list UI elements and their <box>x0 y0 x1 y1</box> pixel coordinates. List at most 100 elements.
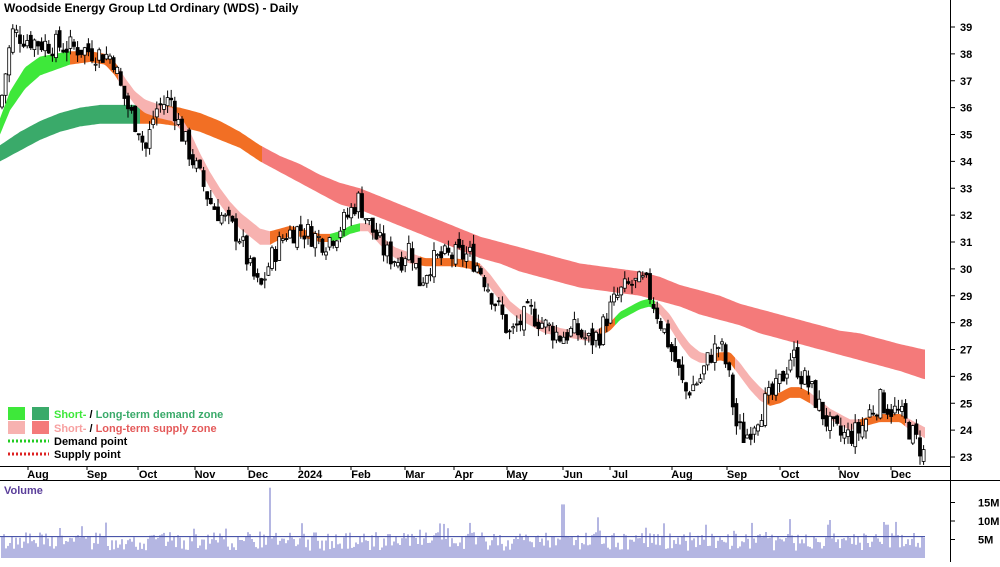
candle-body <box>619 286 624 296</box>
volume-bar <box>181 548 183 558</box>
volume-bar <box>757 535 759 558</box>
volume-bar <box>65 541 67 558</box>
volume-tick-label: 15M <box>978 498 999 510</box>
volume-bar <box>923 537 925 558</box>
candle-body <box>403 258 408 266</box>
volume-bar <box>825 537 827 558</box>
volume-bar <box>389 534 391 558</box>
volume-bar <box>707 546 709 558</box>
x-tick-label: Jun <box>563 469 583 481</box>
volume-bar <box>111 540 113 558</box>
volume-bar <box>301 523 303 558</box>
volume-bar <box>583 544 585 558</box>
volume-bar <box>517 539 519 558</box>
volume-bar <box>889 547 891 558</box>
volume-bar <box>555 545 557 558</box>
volume-bar <box>571 536 573 558</box>
x-tick-label: Aug <box>27 469 48 481</box>
legend: Short- / Long-term demand zone Short- / … <box>8 407 223 461</box>
volume-bar <box>647 547 649 558</box>
volume-bar <box>523 540 525 558</box>
legend-short-demand-swatch <box>8 407 25 420</box>
candle-body <box>144 142 148 149</box>
volume-bar <box>829 520 831 558</box>
volume-bar <box>683 534 685 558</box>
candle-body <box>342 211 346 230</box>
volume-bar <box>459 542 461 558</box>
volume-bar <box>743 542 745 558</box>
candle-body <box>486 289 490 292</box>
candle-body <box>378 232 382 237</box>
candle-body <box>835 415 840 424</box>
volume-bar <box>81 526 83 558</box>
candle-body <box>442 245 447 254</box>
candle-body <box>248 258 253 264</box>
candle-body <box>374 229 379 240</box>
volume-bar <box>403 533 405 558</box>
volume-bar <box>419 529 421 558</box>
candle-body <box>622 278 627 289</box>
legend-demand-zone: Short- / Long-term demand zone <box>54 409 223 421</box>
volume-bar <box>529 541 531 558</box>
volume-bar <box>755 542 757 558</box>
volume-bar <box>129 538 131 558</box>
volume-bar <box>27 543 29 558</box>
volume-bar <box>397 543 399 558</box>
volume-bar <box>817 542 819 558</box>
volume-bar <box>255 547 257 558</box>
volume-bar <box>617 542 619 558</box>
candle-body <box>25 40 30 47</box>
candle-body <box>853 422 858 448</box>
candle-body <box>781 370 786 382</box>
volume-bar <box>611 535 613 558</box>
candle-body <box>201 170 206 187</box>
volume-bar <box>115 540 117 558</box>
volume-bar <box>581 543 583 558</box>
candle-body <box>867 409 872 418</box>
volume-bar <box>155 539 157 558</box>
candle-body <box>122 85 127 99</box>
candlesticks <box>0 24 926 465</box>
volume-bar <box>489 545 491 558</box>
volume-bar <box>835 542 837 558</box>
volume-bar <box>715 548 717 558</box>
candle-body <box>421 282 426 286</box>
volume-bar <box>185 549 187 558</box>
volume-bar <box>267 536 269 558</box>
candle-body <box>543 319 548 328</box>
volume-bar <box>737 548 739 558</box>
x-tick-label: Feb <box>351 469 371 481</box>
volume-bar <box>437 532 439 558</box>
candle-body <box>738 421 742 424</box>
volume-bar <box>333 547 335 558</box>
volume-bar <box>793 543 795 558</box>
volume-bar <box>639 538 641 558</box>
volume-bar <box>347 548 349 558</box>
volume-bar <box>441 539 443 558</box>
candle-body <box>676 359 681 368</box>
candle-body <box>730 374 735 408</box>
candle-body <box>327 237 332 248</box>
volume-bar <box>467 533 469 558</box>
volume-bar <box>499 535 501 558</box>
candle-body <box>14 29 19 33</box>
y-tick-label: 35 <box>960 130 972 142</box>
candle-body <box>489 293 494 305</box>
candle-body <box>370 217 375 233</box>
candle-body <box>885 408 890 415</box>
volume-bar <box>69 537 71 558</box>
volume-tick-label: 10M <box>978 516 999 528</box>
candle-body <box>824 415 829 427</box>
x-tick-label: 2024 <box>298 469 323 481</box>
candle-body <box>93 63 98 66</box>
candle-body <box>50 53 55 57</box>
volume-bar <box>125 544 127 558</box>
candle-body <box>39 41 44 51</box>
volume-bar <box>843 538 845 558</box>
volume-bar <box>471 532 473 558</box>
candle-body <box>568 327 573 337</box>
candle-body <box>727 362 732 371</box>
volume-bar <box>217 542 219 558</box>
volume-bar <box>165 546 167 558</box>
candle-body <box>788 359 793 371</box>
